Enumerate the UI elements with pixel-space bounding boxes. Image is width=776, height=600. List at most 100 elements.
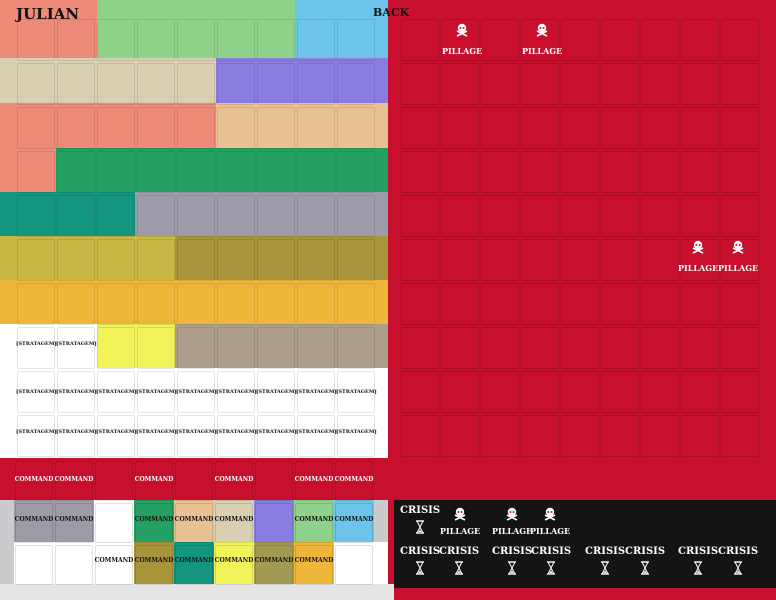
- back-counter[interactable]: [681, 371, 719, 413]
- back-counter[interactable]: [521, 371, 559, 413]
- front-counter[interactable]: [137, 63, 175, 105]
- front-counter[interactable]: [97, 283, 135, 325]
- front-counter[interactable]: [177, 283, 215, 325]
- front-counter[interactable]: [57, 63, 95, 105]
- front-counter[interactable]: [257, 195, 295, 237]
- command-counter[interactable]: [295, 545, 333, 585]
- back-counter[interactable]: [681, 327, 719, 369]
- front-counter[interactable]: [97, 371, 135, 413]
- back-counter[interactable]: [441, 327, 479, 369]
- front-counter[interactable]: [17, 239, 55, 281]
- front-counter[interactable]: [177, 107, 215, 149]
- back-counter[interactable]: [401, 107, 439, 149]
- front-counter[interactable]: [257, 371, 295, 413]
- command-counter[interactable]: [135, 461, 173, 501]
- back-counter[interactable]: [401, 151, 439, 193]
- front-counter[interactable]: [297, 107, 335, 149]
- back-counter[interactable]: [641, 415, 679, 457]
- front-counter[interactable]: [257, 239, 295, 281]
- front-counter[interactable]: [177, 63, 215, 105]
- back-counter[interactable]: [721, 283, 759, 325]
- front-counter[interactable]: [177, 195, 215, 237]
- back-counter[interactable]: [521, 107, 559, 149]
- front-counter[interactable]: [217, 371, 255, 413]
- back-counter[interactable]: [561, 415, 599, 457]
- back-counter[interactable]: [481, 19, 519, 61]
- back-counter[interactable]: [681, 415, 719, 457]
- front-counter[interactable]: [337, 107, 375, 149]
- back-counter[interactable]: [481, 239, 519, 281]
- command-counter[interactable]: [95, 461, 133, 501]
- front-counter[interactable]: [137, 19, 175, 61]
- front-counter[interactable]: [17, 63, 55, 105]
- command-counter[interactable]: [255, 461, 293, 501]
- command-counter[interactable]: [15, 503, 53, 543]
- back-counter[interactable]: [441, 371, 479, 413]
- front-counter[interactable]: [97, 195, 135, 237]
- command-counter[interactable]: [95, 545, 133, 585]
- front-counter[interactable]: [57, 415, 95, 457]
- front-counter[interactable]: [17, 371, 55, 413]
- front-counter[interactable]: [17, 107, 55, 149]
- front-counter[interactable]: [57, 195, 95, 237]
- front-counter[interactable]: [17, 327, 55, 369]
- front-counter[interactable]: [337, 239, 375, 281]
- front-counter[interactable]: [257, 63, 295, 105]
- back-counter[interactable]: [681, 19, 719, 61]
- back-counter[interactable]: [601, 415, 639, 457]
- back-counter[interactable]: [681, 63, 719, 105]
- front-counter[interactable]: [337, 415, 375, 457]
- front-counter[interactable]: [217, 415, 255, 457]
- back-counter[interactable]: [601, 283, 639, 325]
- back-counter[interactable]: [481, 415, 519, 457]
- front-counter[interactable]: [337, 63, 375, 105]
- back-counter[interactable]: [721, 63, 759, 105]
- front-counter[interactable]: [137, 327, 175, 369]
- front-counter[interactable]: [97, 415, 135, 457]
- back-counter[interactable]: [641, 63, 679, 105]
- back-counter[interactable]: [521, 63, 559, 105]
- front-counter[interactable]: [217, 239, 255, 281]
- back-counter[interactable]: [481, 283, 519, 325]
- front-counter[interactable]: [137, 283, 175, 325]
- front-counter[interactable]: [297, 151, 335, 193]
- front-counter[interactable]: [257, 327, 295, 369]
- back-counter[interactable]: [441, 415, 479, 457]
- back-counter[interactable]: [721, 107, 759, 149]
- front-counter[interactable]: [217, 19, 255, 61]
- front-counter[interactable]: [337, 195, 375, 237]
- front-counter[interactable]: [337, 371, 375, 413]
- command-counter[interactable]: [255, 545, 293, 585]
- front-counter[interactable]: [137, 107, 175, 149]
- front-counter[interactable]: [297, 19, 335, 61]
- back-counter[interactable]: [401, 415, 439, 457]
- back-counter[interactable]: [521, 195, 559, 237]
- command-counter[interactable]: [55, 503, 93, 543]
- command-counter[interactable]: [55, 461, 93, 501]
- front-counter[interactable]: [177, 151, 215, 193]
- back-counter[interactable]: [521, 19, 559, 61]
- front-counter[interactable]: [97, 239, 135, 281]
- front-counter[interactable]: [177, 239, 215, 281]
- front-counter[interactable]: [57, 19, 95, 61]
- command-counter[interactable]: [335, 503, 373, 543]
- back-counter[interactable]: [641, 19, 679, 61]
- front-counter[interactable]: [177, 371, 215, 413]
- back-counter[interactable]: [641, 151, 679, 193]
- front-counter[interactable]: [57, 371, 95, 413]
- front-counter[interactable]: [297, 415, 335, 457]
- back-counter[interactable]: [681, 195, 719, 237]
- front-counter[interactable]: [217, 151, 255, 193]
- front-counter[interactable]: [217, 107, 255, 149]
- back-counter[interactable]: [721, 195, 759, 237]
- back-counter[interactable]: [601, 151, 639, 193]
- front-counter[interactable]: [97, 151, 135, 193]
- back-counter[interactable]: [601, 63, 639, 105]
- back-counter[interactable]: [721, 151, 759, 193]
- command-counter[interactable]: [175, 461, 213, 501]
- command-counter[interactable]: [295, 503, 333, 543]
- back-counter[interactable]: [481, 327, 519, 369]
- back-counter[interactable]: [401, 239, 439, 281]
- back-counter[interactable]: [681, 283, 719, 325]
- command-counter[interactable]: [255, 503, 293, 543]
